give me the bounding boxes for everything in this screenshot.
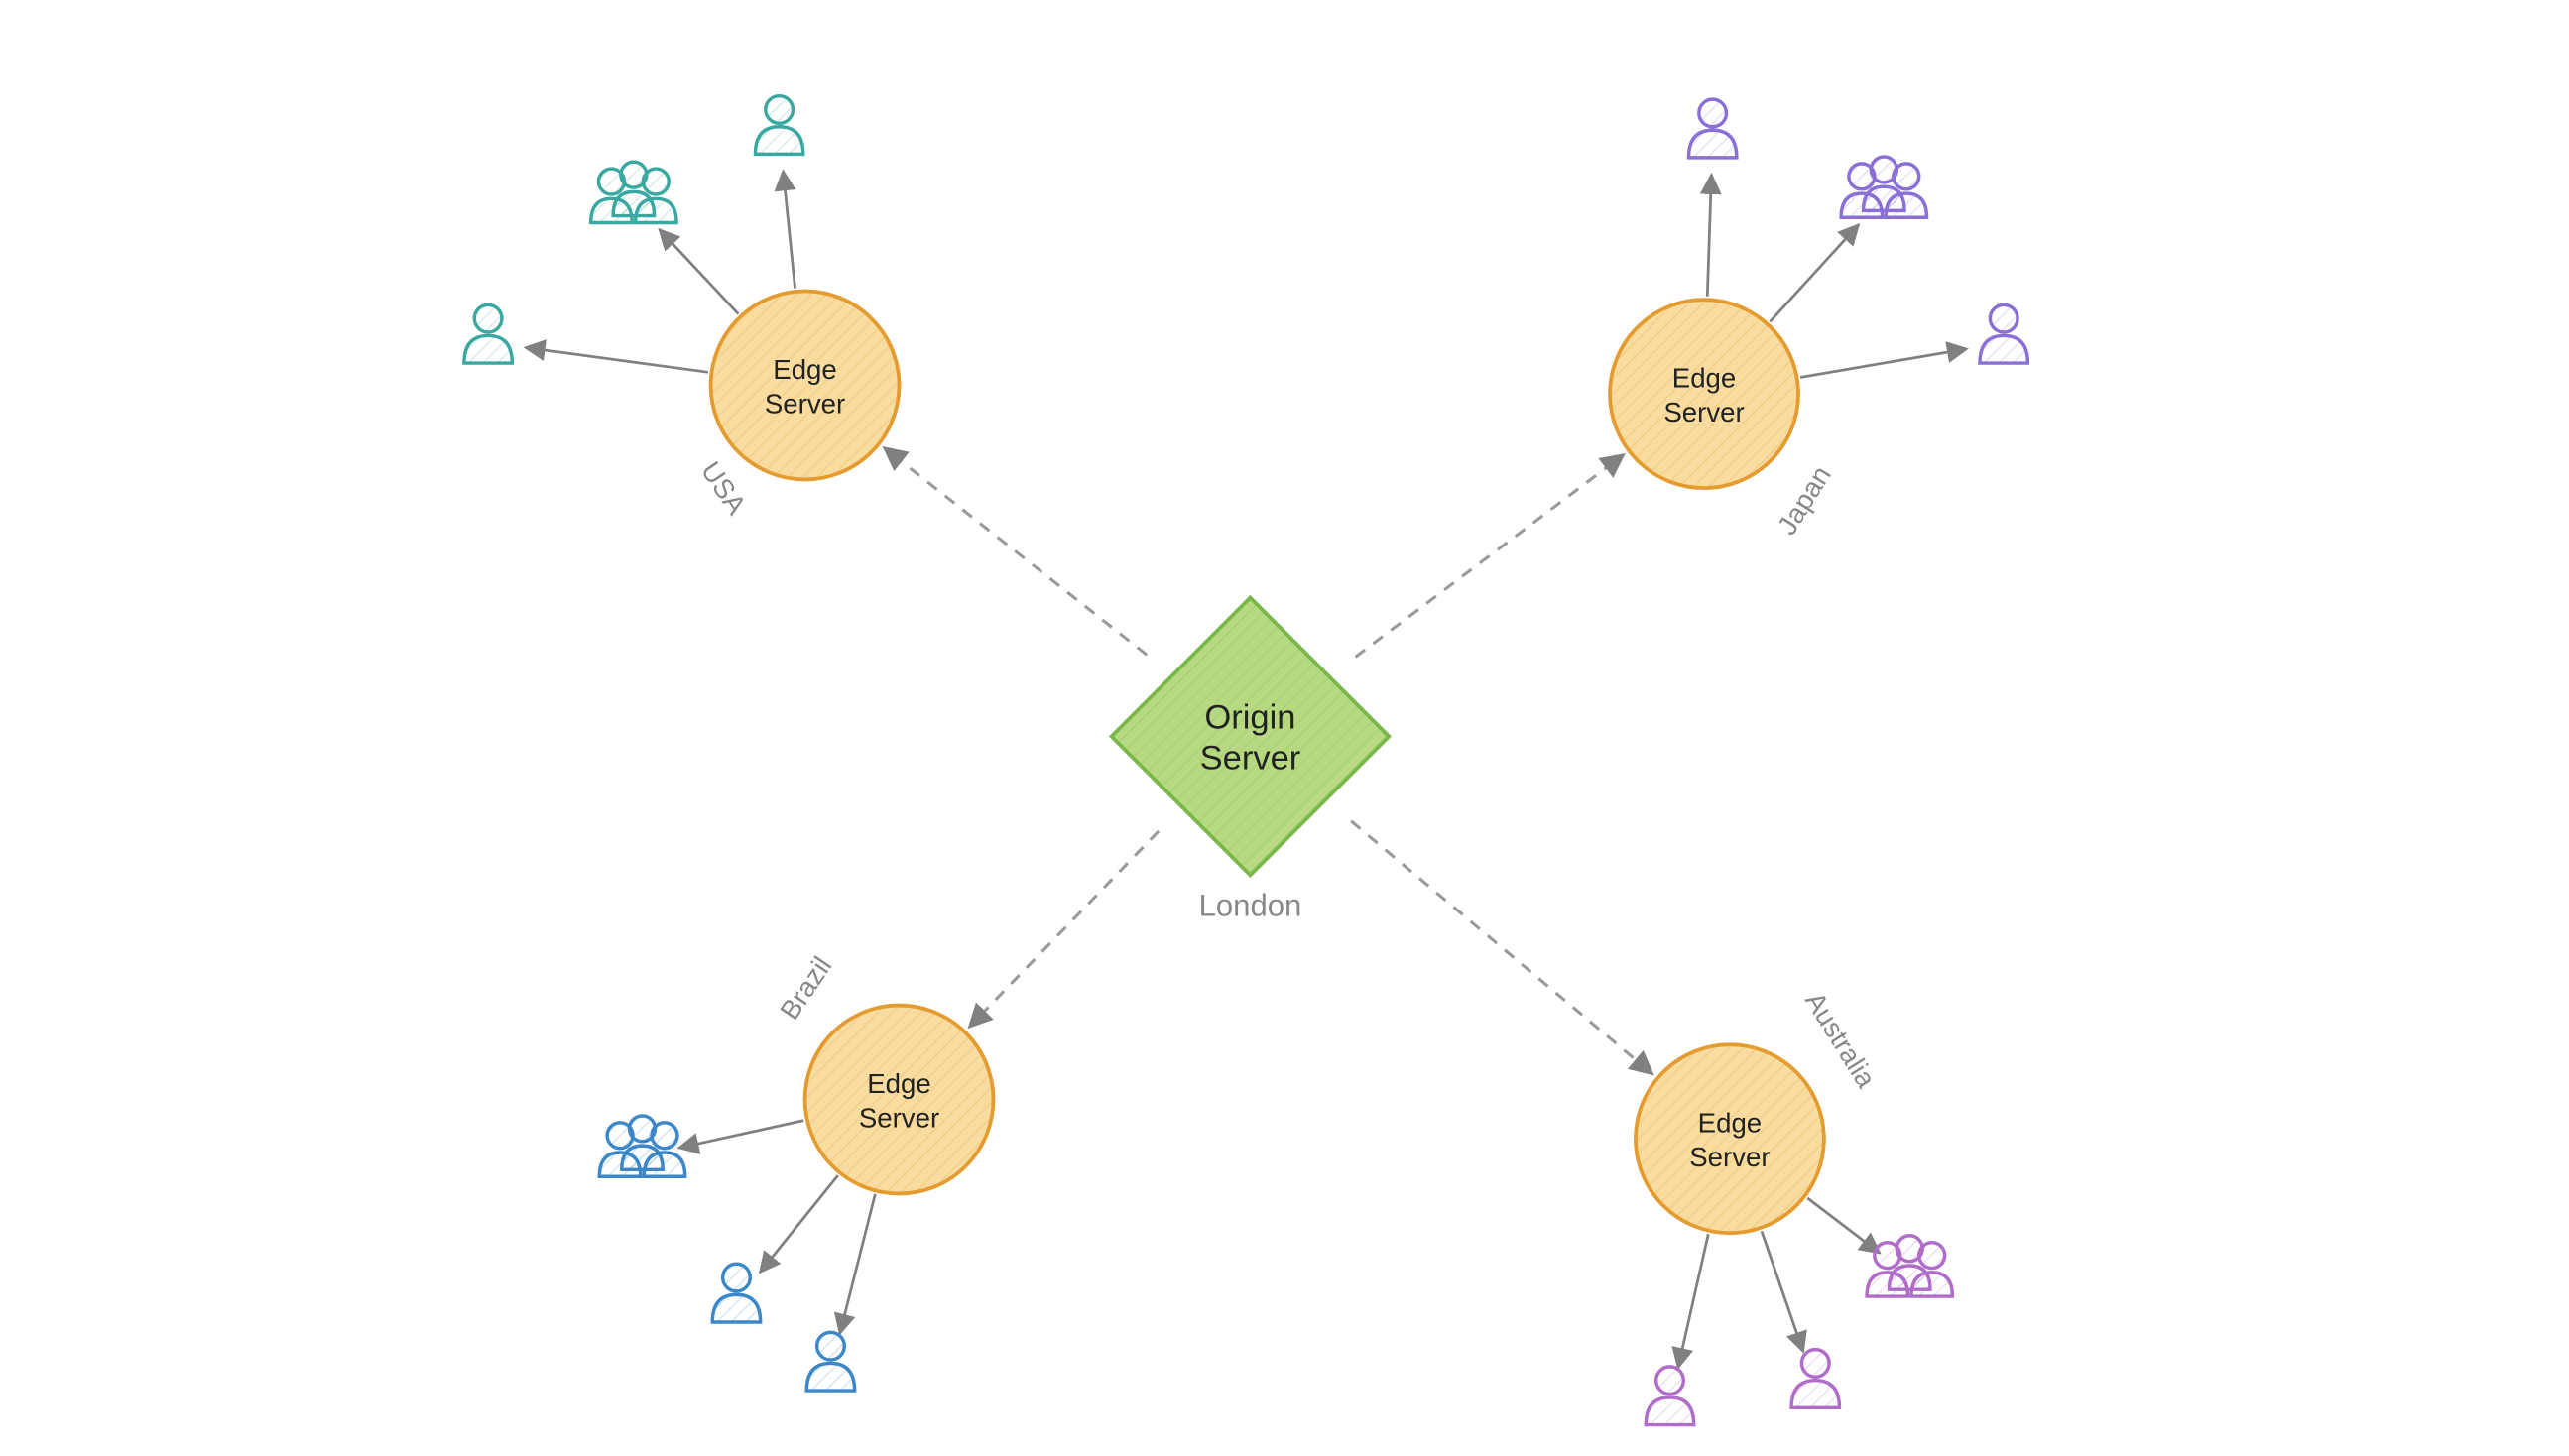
user-icon [1646, 1367, 1693, 1425]
link-edge-user [1770, 225, 1858, 322]
user-icon [755, 96, 802, 155]
origin-label-line2: Server [1200, 740, 1301, 778]
link-origin-edge [1356, 454, 1624, 657]
link-edge-user [1678, 1234, 1708, 1368]
link-edge-user [679, 1121, 804, 1149]
edge-server-node-brazil: Edge Server [805, 1006, 994, 1194]
edge-location-label-australia: Australia [1799, 986, 1883, 1093]
link-edge-user [1807, 1198, 1880, 1253]
user-group-icon [591, 162, 676, 222]
edge-label-line2: Server [765, 389, 845, 420]
link-origin-edge [1351, 821, 1652, 1074]
user-icon [464, 304, 512, 363]
link-edge-user [1707, 175, 1711, 297]
origin-location-label: London [1199, 889, 1302, 923]
link-edge-user [783, 171, 795, 288]
user-icon [1688, 99, 1736, 158]
edge-server-node-australia: EdgeServer [1636, 1044, 1824, 1233]
user-group-icon [1867, 1236, 1952, 1296]
edge-label-line1: Edge [867, 1068, 930, 1099]
link-origin-edge [969, 831, 1159, 1027]
edge-label-line1: Edge [1672, 363, 1736, 394]
link-edge-user [1762, 1231, 1803, 1351]
user-icon [1791, 1350, 1839, 1408]
edge-label-line1: Edge [1698, 1108, 1762, 1139]
edge-server-node-japan: EdgeServer [1610, 300, 1798, 488]
link-edge-user [840, 1194, 876, 1334]
edge-server-node-usa: Edge Server [711, 292, 900, 480]
origin-server-node: Origin Server London [1112, 598, 1390, 923]
link-edge-user [526, 347, 708, 372]
origin-label-line1: Origin [1204, 698, 1295, 736]
user-group-icon [1841, 157, 1926, 217]
edge-label-line2: Server [859, 1103, 939, 1134]
edge-label-line2: Server [1663, 397, 1744, 427]
link-origin-edge [885, 448, 1148, 656]
edge-label-line2: Server [1689, 1142, 1770, 1172]
link-edge-user [660, 229, 739, 313]
link-edge-user [760, 1175, 837, 1272]
user-icon [806, 1332, 854, 1391]
cdn-diagram: OriginServerLondonEdgeServerUSAEdgeServe… [0, 0, 2569, 1456]
user-icon [1980, 304, 2027, 363]
user-group-icon [599, 1116, 684, 1176]
edge-location-label-usa: USA [695, 456, 753, 521]
edge-location-label-brazil: Brazil [774, 951, 837, 1026]
user-icon [712, 1264, 760, 1322]
edge-location-label-japan: Japan [1772, 460, 1837, 540]
link-edge-user [1800, 349, 1967, 378]
edge-label-line1: Edge [773, 354, 836, 385]
